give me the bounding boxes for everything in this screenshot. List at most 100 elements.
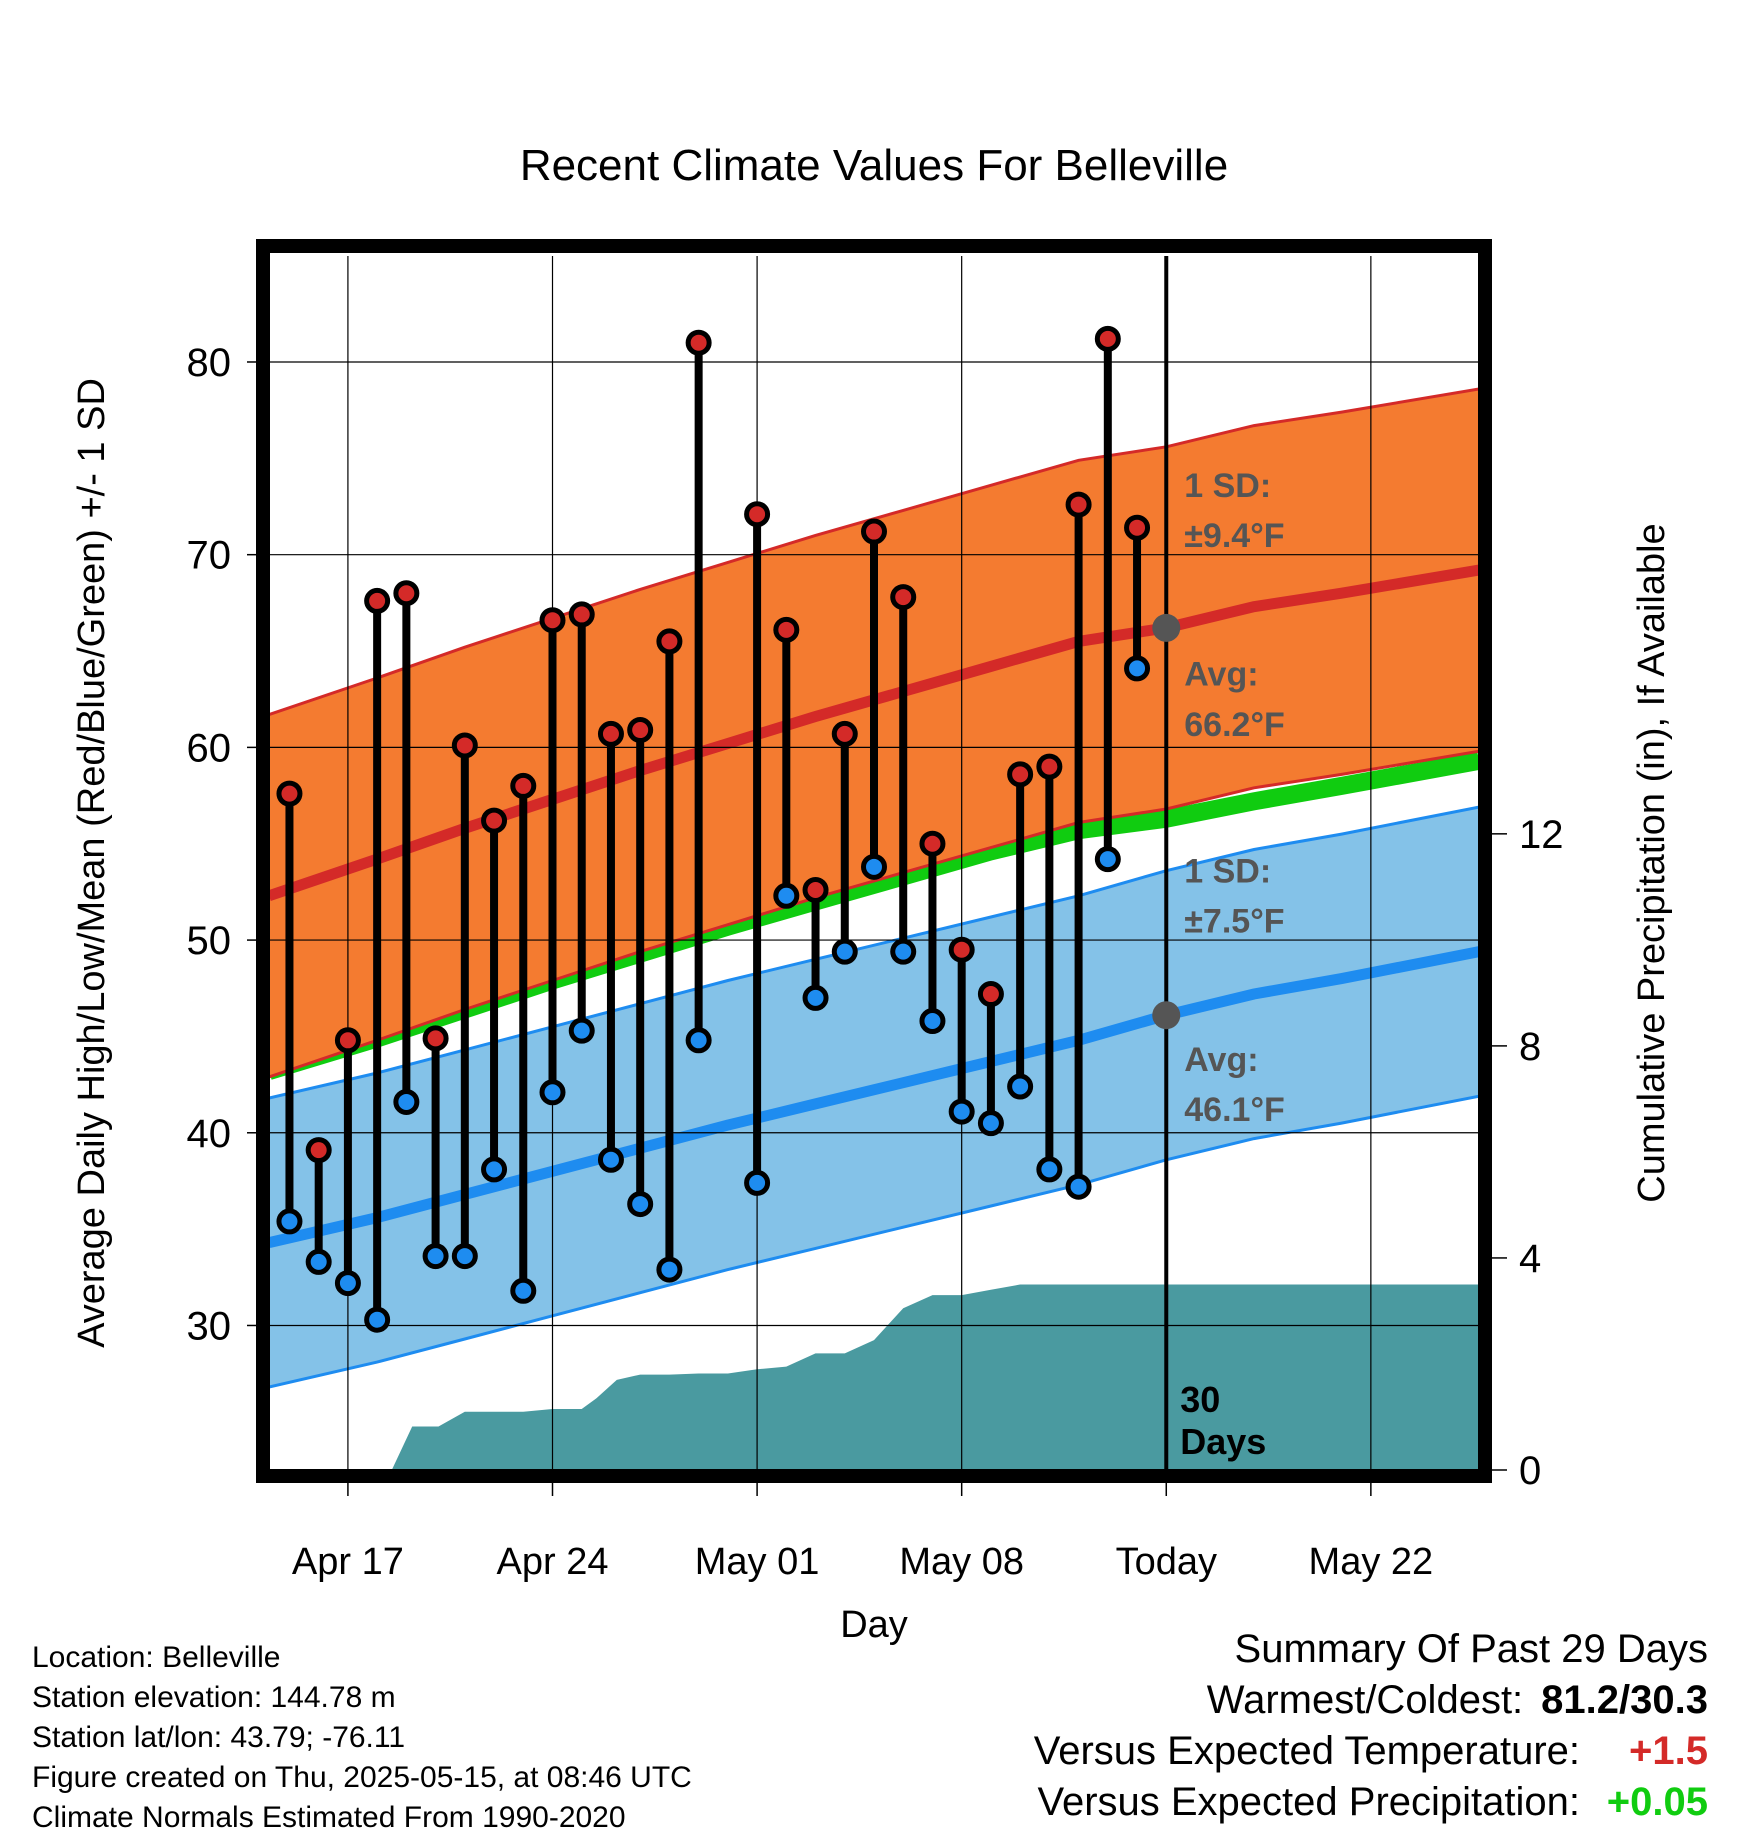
high-temp-point [422,1025,449,1052]
plot-area [269,256,1479,1470]
high-normal-line [269,564,1479,902]
temp-row: Versus Expected Temperature: +1.5 [1034,1726,1708,1777]
high-temp-point [568,601,595,628]
annotation-text: Avg: [1184,1041,1258,1079]
x-tick-label: May 22 [1309,1541,1434,1583]
low-sd-band [269,807,1479,1388]
y-tick-label-right: 8 [1519,1025,1541,1069]
annotation-text: 1 SD: [1184,852,1271,890]
latlon-text: Station lat/lon: 43.79; -76.11 [32,1721,406,1754]
y-tick-label-left: 80 [187,341,232,385]
low-temp-point [481,1156,508,1183]
high-temp-point [1036,753,1063,780]
high-temp-point [627,717,654,744]
x-tick-label: Apr 24 [497,1541,609,1583]
precip-value: +0.05 [1606,1780,1708,1824]
low-temp-point [977,1110,1004,1137]
low-temp-point [861,853,887,880]
high-temp-point [802,876,829,903]
high-temp-point [364,587,391,614]
low-temp-point [919,1008,946,1035]
low-temp-point [305,1248,332,1275]
low-normal-line [269,946,1479,1248]
y-axis-label-left: Average Daily High/Low/Mean (Red/Blue/Gr… [71,378,113,1348]
low-temp-point [334,1270,361,1297]
high-temp-point [1007,761,1034,788]
high-temp-point [1065,491,1092,518]
high-temp-point [305,1137,332,1164]
low-temp-point [773,882,800,909]
y-tick-label-left: 60 [187,726,232,770]
high-temp-point [744,501,771,528]
annotation-text: Avg: [1184,656,1258,694]
low-temp-point [597,1146,624,1173]
high-temp-point [831,720,858,747]
precip-label: Versus Expected Precipitation: [1037,1780,1580,1824]
low-temp-point [1036,1156,1063,1183]
low-temp-point [510,1277,537,1304]
high-temp-point [1094,325,1121,352]
high-avg-marker [1152,613,1181,642]
summary-panel: Summary Of Past 29 Days Warmest/Coldest:… [1034,1624,1708,1828]
today-label: Days [1180,1421,1266,1462]
today-label: 30 [1180,1379,1220,1420]
high-band-upper-edge [269,387,1479,717]
high-temp-point [919,830,946,857]
y-tick-label-left: 70 [187,534,232,578]
station-info: Location: Belleville Station elevation: … [32,1638,692,1838]
low-temp-point [948,1098,975,1125]
annotation-text: ±9.4°F [1184,517,1284,555]
warm-cold-label: Warmest/Coldest: [1206,1678,1524,1722]
low-temp-point [831,938,858,965]
y-tick-label-right: 12 [1519,813,1564,857]
low-temp-point [685,1027,712,1054]
low-temp-point [451,1243,478,1270]
x-tick-label: May 01 [695,1541,820,1583]
high-temp-point [393,580,420,607]
high-temp-point [597,720,624,747]
low-temp-point [627,1191,654,1218]
low-temp-point [1065,1173,1092,1200]
temp-value: +1.5 [1629,1729,1708,1773]
high-temp-point [510,772,537,799]
x-tick-label: Today [1116,1541,1217,1583]
high-temp-point [1124,514,1151,541]
low-temp-point [539,1079,566,1106]
high-temp-point [276,780,303,807]
high-temp-point [656,628,683,655]
location-text: Location: Belleville [32,1641,281,1674]
plot-frame [256,239,1492,1483]
normals-text: Climate Normals Estimated From 1990-2020 [32,1801,626,1834]
low-temp-point [890,938,917,965]
low-temp-point [364,1306,391,1333]
low-temp-point [276,1208,303,1235]
high-temp-point [948,936,975,963]
high-temp-point [861,518,887,545]
annotation-text: 1 SD: [1184,467,1271,505]
temp-label: Versus Expected Temperature: [1033,1729,1580,1773]
high-temp-point [685,329,712,356]
low-temp-point [656,1256,683,1283]
high-temp-point [977,981,1004,1008]
low-temp-point [802,984,829,1011]
annotation-text: ±7.5°F [1184,902,1284,940]
high-temp-point [481,807,508,834]
warm-cold-value: 81.2/30.3 [1541,1678,1708,1722]
low-temp-point [1094,846,1121,873]
high-temp-point [539,607,566,634]
high-temp-point [334,1027,361,1054]
elevation-text: Station elevation: 144.78 m [32,1681,396,1714]
precip-area [391,1284,1479,1470]
high-band-lower-edge [269,749,1479,1079]
annotation-text: 66.2°F [1184,706,1285,744]
precip-row: Versus Expected Precipitation: +0.05 [1034,1777,1708,1828]
high-temp-point [451,732,478,759]
y-tick-label-left: 40 [187,1112,232,1156]
warm-cold-row: Warmest/Coldest: 81.2/30.3 [1034,1675,1708,1726]
low-temp-point [1007,1073,1034,1100]
low-temp-point [744,1169,771,1196]
y-tick-label-left: 30 [187,1304,232,1348]
summary-heading: Summary Of Past 29 Days [1234,1627,1708,1671]
low-temp-point [568,1017,595,1044]
